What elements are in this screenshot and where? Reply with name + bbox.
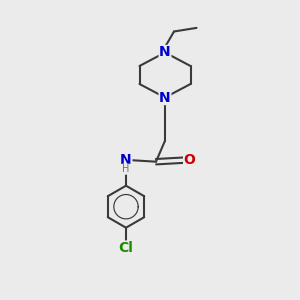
Text: N: N bbox=[120, 153, 132, 166]
Text: O: O bbox=[184, 153, 196, 167]
Text: N: N bbox=[159, 91, 171, 104]
Text: N: N bbox=[159, 46, 171, 59]
Text: Cl: Cl bbox=[118, 241, 134, 255]
Text: H: H bbox=[122, 164, 130, 174]
